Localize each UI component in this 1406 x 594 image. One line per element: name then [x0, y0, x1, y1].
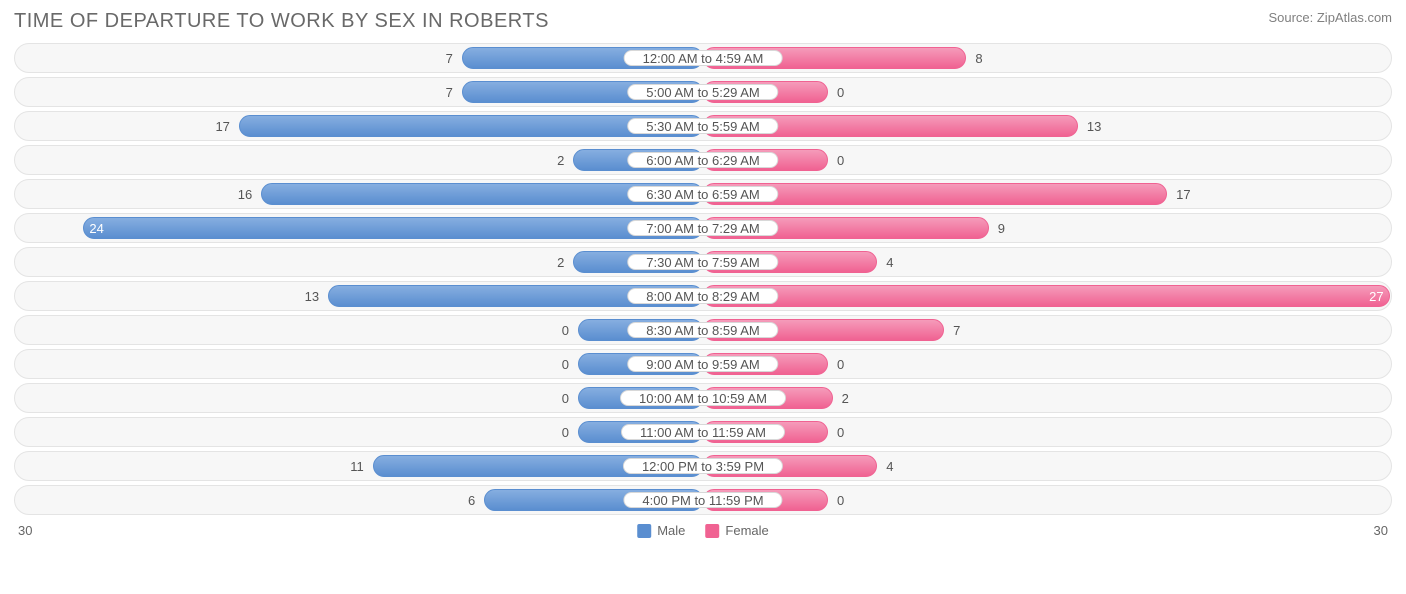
value-female: 8 — [969, 47, 982, 69]
legend-swatch-male — [637, 524, 651, 538]
bar-male — [83, 217, 703, 239]
row-track: 5:00 AM to 5:29 AM 7 0 — [35, 81, 1371, 103]
row-track: 12:00 AM to 4:59 AM 7 8 — [35, 47, 1371, 69]
footer: 30 Male Female 30 — [14, 523, 1392, 543]
value-male: 13 — [305, 285, 325, 307]
value-female: 2 — [836, 387, 849, 409]
chart-row: 9:00 AM to 9:59 AM 0 0 — [14, 349, 1392, 379]
value-male: 0 — [562, 421, 575, 443]
legend: Male Female — [637, 523, 769, 538]
row-track: 9:00 AM to 9:59 AM 0 0 — [35, 353, 1371, 375]
row-track: 7:30 AM to 7:59 AM 2 4 — [35, 251, 1371, 273]
row-label-pill: 12:00 PM to 3:59 PM — [623, 458, 783, 474]
legend-label-male: Male — [657, 523, 685, 538]
row-track: 7:00 AM to 7:29 AM 24 9 — [35, 217, 1371, 239]
row-label-pill: 4:00 PM to 11:59 PM — [623, 492, 782, 508]
value-female: 7 — [947, 319, 960, 341]
value-female: 13 — [1081, 115, 1101, 137]
value-male: 0 — [562, 353, 575, 375]
row-track: 6:30 AM to 6:59 AM 16 17 — [35, 183, 1371, 205]
row-label-pill: 8:30 AM to 8:59 AM — [627, 322, 778, 338]
row-label-pill: 6:30 AM to 6:59 AM — [627, 186, 778, 202]
row-label-pill: 11:00 AM to 11:59 AM — [621, 424, 785, 440]
chart-row: 5:00 AM to 5:29 AM 7 0 — [14, 77, 1392, 107]
chart-row: 10:00 AM to 10:59 AM 0 2 — [14, 383, 1392, 413]
value-female: 17 — [1170, 183, 1190, 205]
row-track: 12:00 PM to 3:59 PM 11 4 — [35, 455, 1371, 477]
legend-female: Female — [705, 523, 768, 538]
row-label-pill: 7:30 AM to 7:59 AM — [627, 254, 778, 270]
row-track: 8:30 AM to 8:59 AM 0 7 — [35, 319, 1371, 341]
legend-male: Male — [637, 523, 685, 538]
value-male: 0 — [562, 319, 575, 341]
chart-row: 7:30 AM to 7:59 AM 2 4 — [14, 247, 1392, 277]
value-male: 2 — [557, 251, 570, 273]
value-female: 0 — [831, 149, 844, 171]
chart-row: 7:00 AM to 7:29 AM 24 9 — [14, 213, 1392, 243]
row-label-pill: 8:00 AM to 8:29 AM — [627, 288, 778, 304]
chart-container: TIME OF DEPARTURE TO WORK BY SEX IN ROBE… — [0, 0, 1406, 594]
value-male: 17 — [215, 115, 235, 137]
chart-title: TIME OF DEPARTURE TO WORK BY SEX IN ROBE… — [14, 10, 549, 33]
row-track: 8:00 AM to 8:29 AM1327 — [35, 285, 1371, 307]
header: TIME OF DEPARTURE TO WORK BY SEX IN ROBE… — [14, 10, 1392, 33]
row-label-pill: 5:30 AM to 5:59 AM — [627, 118, 778, 134]
value-female: 9 — [992, 217, 1005, 239]
row-track: 10:00 AM to 10:59 AM 0 2 — [35, 387, 1371, 409]
row-label-pill: 12:00 AM to 4:59 AM — [624, 50, 783, 66]
value-male: 24 — [89, 217, 109, 239]
value-male: 2 — [557, 149, 570, 171]
chart-row: 5:30 AM to 5:59 AM 17 13 — [14, 111, 1392, 141]
row-label-pill: 5:00 AM to 5:29 AM — [627, 84, 778, 100]
row-label-pill: 10:00 AM to 10:59 AM — [620, 390, 786, 406]
axis-max-left: 30 — [18, 523, 32, 538]
chart-row: 6:30 AM to 6:59 AM 16 17 — [14, 179, 1392, 209]
row-label-pill: 6:00 AM to 6:29 AM — [627, 152, 778, 168]
row-label-pill: 7:00 AM to 7:29 AM — [627, 220, 778, 236]
value-female: 4 — [880, 251, 893, 273]
value-female: 27 — [1363, 285, 1383, 307]
chart-row: 12:00 AM to 4:59 AM 7 8 — [14, 43, 1392, 73]
axis-max-right: 30 — [1374, 523, 1388, 538]
row-label-pill: 9:00 AM to 9:59 AM — [627, 356, 778, 372]
value-female: 4 — [880, 455, 893, 477]
source-label: Source: ZipAtlas.com — [1268, 10, 1392, 25]
chart-row: 8:00 AM to 8:29 AM 13 27 — [14, 281, 1392, 311]
chart-rows: 12:00 AM to 4:59 AM 7 8 5:00 AM to 5:29 AM 7… — [14, 43, 1392, 515]
row-track: 6:00 AM to 6:29 AM 2 0 — [35, 149, 1371, 171]
chart-row: 11:00 AM to 11:59 AM 0 0 — [14, 417, 1392, 447]
chart-row: 8:30 AM to 8:59 AM 0 7 — [14, 315, 1392, 345]
row-track: 4:00 PM to 11:59 PM 6 0 — [35, 489, 1371, 511]
bar-female — [703, 285, 1390, 307]
legend-label-female: Female — [725, 523, 768, 538]
value-female: 0 — [831, 421, 844, 443]
row-track: 11:00 AM to 11:59 AM 0 0 — [35, 421, 1371, 443]
value-female: 0 — [831, 489, 844, 511]
chart-row: 12:00 PM to 3:59 PM 11 4 — [14, 451, 1392, 481]
value-male: 16 — [238, 183, 258, 205]
value-male: 7 — [446, 47, 459, 69]
value-female: 0 — [831, 81, 844, 103]
value-male: 11 — [350, 455, 370, 477]
chart-row: 6:00 AM to 6:29 AM 2 0 — [14, 145, 1392, 175]
row-track: 5:30 AM to 5:59 AM 17 13 — [35, 115, 1371, 137]
value-male: 0 — [562, 387, 575, 409]
value-male: 6 — [468, 489, 481, 511]
legend-swatch-female — [705, 524, 719, 538]
chart-row: 4:00 PM to 11:59 PM 6 0 — [14, 485, 1392, 515]
value-female: 0 — [831, 353, 844, 375]
value-male: 7 — [446, 81, 459, 103]
